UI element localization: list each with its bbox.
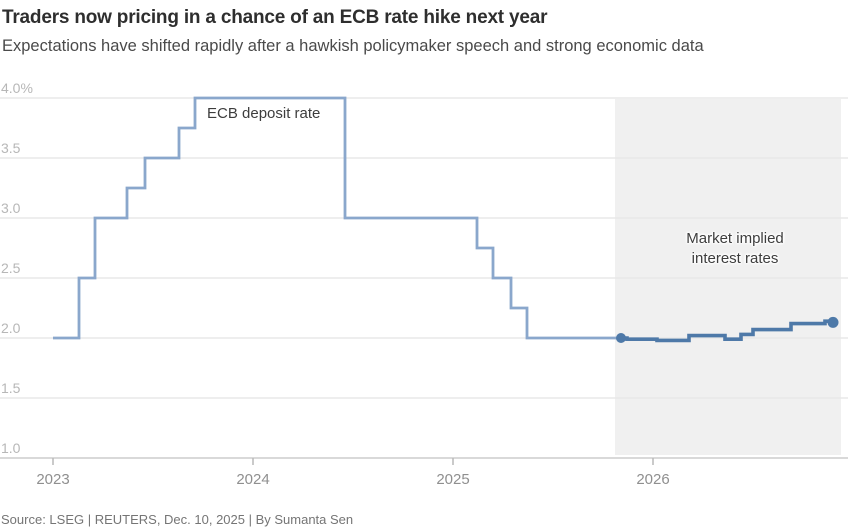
chart-title: Traders now pricing in a chance of an EC… (2, 7, 548, 28)
source-line: Source: LSEG | REUTERS, Dec. 10, 2025 | … (1, 512, 354, 527)
y-axis-tick-label: 1.0 (1, 440, 21, 456)
chart-subtitle: Expectations have shifted rapidly after … (2, 37, 704, 55)
x-axis-tick-label: 2024 (236, 471, 269, 488)
x-axis-tick-label: 2026 (636, 471, 669, 488)
y-axis-tick-label: 4.0% (1, 80, 33, 96)
x-axis-tick-label: 2025 (436, 471, 469, 488)
current-rate-dot (616, 333, 626, 343)
series-label-market-implied-line2: interest rates (691, 250, 779, 267)
y-axis-tick-label: 3.0 (1, 200, 21, 216)
historical-rate-line (53, 96, 621, 340)
series-label-ecb-deposit-rate: ECB deposit rate (207, 105, 321, 122)
x-axis-tick-label: 2023 (36, 471, 69, 488)
series-label-market-implied: Market implied interest rates (654, 229, 816, 269)
y-axis-tick-label: 2.0 (1, 320, 21, 336)
end-of-curve-dot (827, 316, 839, 328)
y-axis-tick-label: 2.5 (1, 260, 21, 276)
forecast-shaded-region (615, 99, 841, 455)
series-label-market-implied-line1: Market implied (686, 230, 784, 247)
market-implied-line (621, 319, 835, 343)
y-axis-tick-label: 3.5 (1, 140, 21, 156)
y-axis-tick-label: 1.5 (1, 380, 21, 396)
